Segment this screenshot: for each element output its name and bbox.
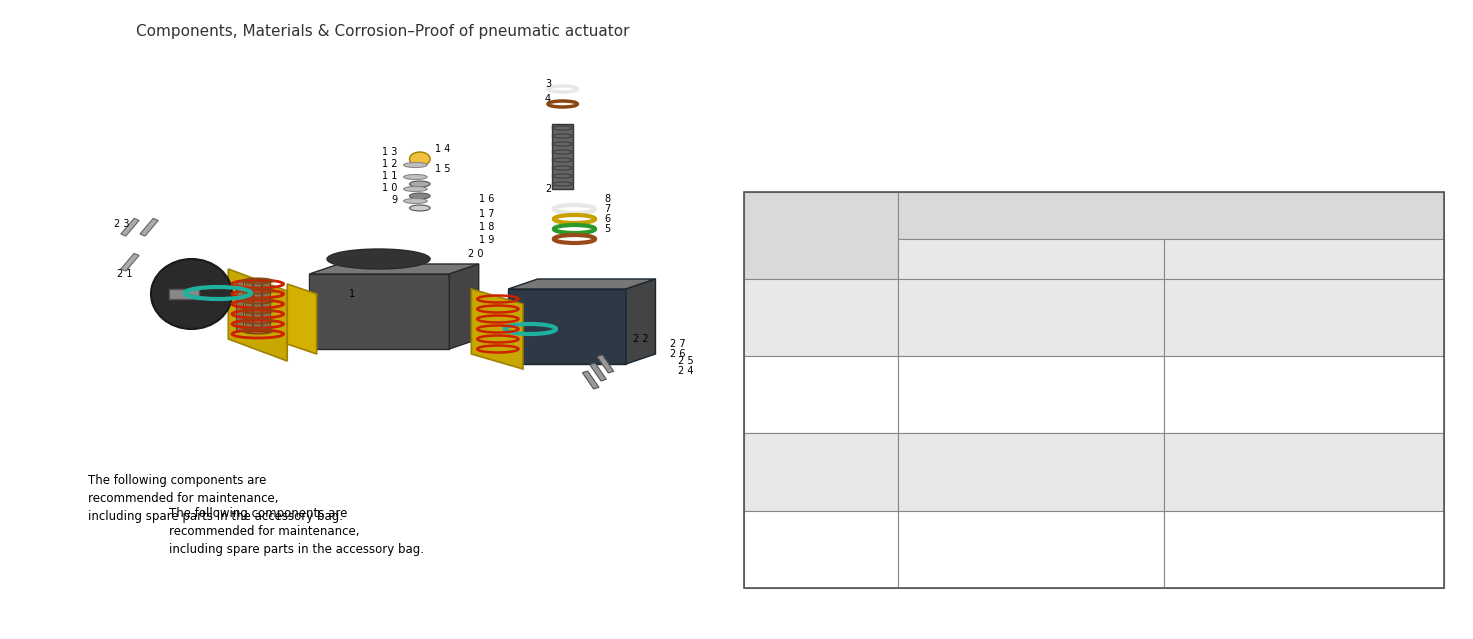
Text: Chemical nickel–plating
carbon steel or
stainless steel: Chemical nickel–plating carbon steel or … <box>1230 449 1377 495</box>
Text: Teflon coating: Teflon coating <box>1259 389 1348 401</box>
Text: 2 7: 2 7 <box>670 339 686 349</box>
FancyBboxPatch shape <box>899 192 1444 239</box>
Text: 1 2: 1 2 <box>382 159 398 169</box>
Bar <box>121 219 138 236</box>
Text: 2 6: 2 6 <box>670 349 686 359</box>
Text: Corrosion–proof grade: Corrosion–proof grade <box>1097 209 1245 222</box>
FancyBboxPatch shape <box>899 433 1164 511</box>
Text: 4: 4 <box>545 94 551 104</box>
FancyBboxPatch shape <box>1164 239 1444 279</box>
Text: 1 1: 1 1 <box>383 171 398 181</box>
Ellipse shape <box>404 162 427 167</box>
Text: 2 2: 2 2 <box>633 334 650 344</box>
Bar <box>589 363 607 381</box>
FancyBboxPatch shape <box>744 279 899 356</box>
Polygon shape <box>287 284 317 354</box>
Text: 2 5: 2 5 <box>678 356 694 366</box>
Polygon shape <box>449 264 479 349</box>
Text: The following components are
recommended for maintenance,
including spare parts : The following components are recommended… <box>169 507 424 556</box>
Bar <box>597 355 614 373</box>
Polygon shape <box>228 269 287 361</box>
Bar <box>236 281 243 331</box>
FancyBboxPatch shape <box>899 511 1164 588</box>
Text: Metal polyester coating: Metal polyester coating <box>957 389 1105 401</box>
Bar <box>582 371 600 389</box>
Ellipse shape <box>409 152 430 166</box>
Text: 1 7: 1 7 <box>479 209 495 219</box>
Text: 2 4: 2 4 <box>678 366 694 376</box>
Ellipse shape <box>409 181 430 187</box>
Text: 7: 7 <box>604 204 610 214</box>
Text: Teflon coating
+anode hardening: Teflon coating +anode hardening <box>1245 302 1363 332</box>
FancyBboxPatch shape <box>1164 511 1444 588</box>
Text: End cap: End cap <box>795 389 846 401</box>
Text: 1 9: 1 9 <box>479 235 493 245</box>
Text: 2 1: 2 1 <box>116 269 133 279</box>
Text: 1 3: 1 3 <box>383 147 398 157</box>
Text: Anode hardening: Anode hardening <box>977 311 1084 324</box>
Text: 2 0: 2 0 <box>468 249 485 259</box>
FancyBboxPatch shape <box>899 239 1164 279</box>
Ellipse shape <box>404 187 427 192</box>
Ellipse shape <box>404 174 427 180</box>
Polygon shape <box>471 289 523 369</box>
Ellipse shape <box>404 199 427 203</box>
Bar <box>552 124 573 189</box>
Bar <box>169 289 199 299</box>
Polygon shape <box>626 279 655 364</box>
FancyBboxPatch shape <box>744 433 899 511</box>
Text: 1 5: 1 5 <box>435 164 451 174</box>
Text: 9: 9 <box>392 195 398 205</box>
Text: Output
shaft: Output shaft <box>800 457 843 487</box>
Polygon shape <box>309 274 449 349</box>
Ellipse shape <box>409 205 430 211</box>
FancyBboxPatch shape <box>899 279 1164 356</box>
Text: 6: 6 <box>604 214 610 224</box>
FancyBboxPatch shape <box>1164 433 1444 511</box>
Text: 1: 1 <box>349 289 355 299</box>
Text: 1 4: 1 4 <box>435 144 449 154</box>
Text: The following components are
recommended for maintenance,
including spare parts : The following components are recommended… <box>88 474 343 523</box>
Polygon shape <box>508 279 655 289</box>
Text: Cylinder: Cylinder <box>795 311 847 324</box>
Text: 5: 5 <box>604 224 610 234</box>
Text: Application
situation: Application situation <box>787 534 856 564</box>
Polygon shape <box>309 264 479 274</box>
FancyBboxPatch shape <box>1164 279 1444 356</box>
Bar <box>245 281 252 331</box>
Text: 2: 2 <box>545 184 551 194</box>
Ellipse shape <box>152 259 233 329</box>
Text: 1 8: 1 8 <box>479 222 493 232</box>
Bar <box>121 254 138 271</box>
FancyBboxPatch shape <box>1164 356 1444 433</box>
Bar <box>140 219 158 236</box>
FancyBboxPatch shape <box>744 511 899 588</box>
Text: B: B <box>1299 252 1308 266</box>
FancyBboxPatch shape <box>899 356 1164 433</box>
FancyBboxPatch shape <box>744 356 899 433</box>
Text: 8: 8 <box>604 194 610 204</box>
Ellipse shape <box>409 193 430 199</box>
Text: 2 3: 2 3 <box>113 219 130 229</box>
Text: 1 6: 1 6 <box>479 194 493 204</box>
Bar <box>253 281 261 331</box>
Text: Components, Materials & Corrosion–Proof of pneumatic actuator: Components, Materials & Corrosion–Proof … <box>136 24 630 39</box>
Ellipse shape <box>327 249 430 269</box>
Text: General or low
acid situation: General or low acid situation <box>1258 534 1349 564</box>
Text: Chemical nickel–
plating carbon steel: Chemical nickel– plating carbon steel <box>968 457 1093 487</box>
Polygon shape <box>508 289 626 364</box>
Text: 3: 3 <box>545 79 551 89</box>
Bar <box>262 281 270 331</box>
Text: 1 0: 1 0 <box>383 183 398 193</box>
FancyBboxPatch shape <box>744 192 899 279</box>
Text: Com-
ponents: Com- ponents <box>794 220 848 250</box>
Text: General situation: General situation <box>977 543 1084 556</box>
Text: A: A <box>1027 252 1036 266</box>
